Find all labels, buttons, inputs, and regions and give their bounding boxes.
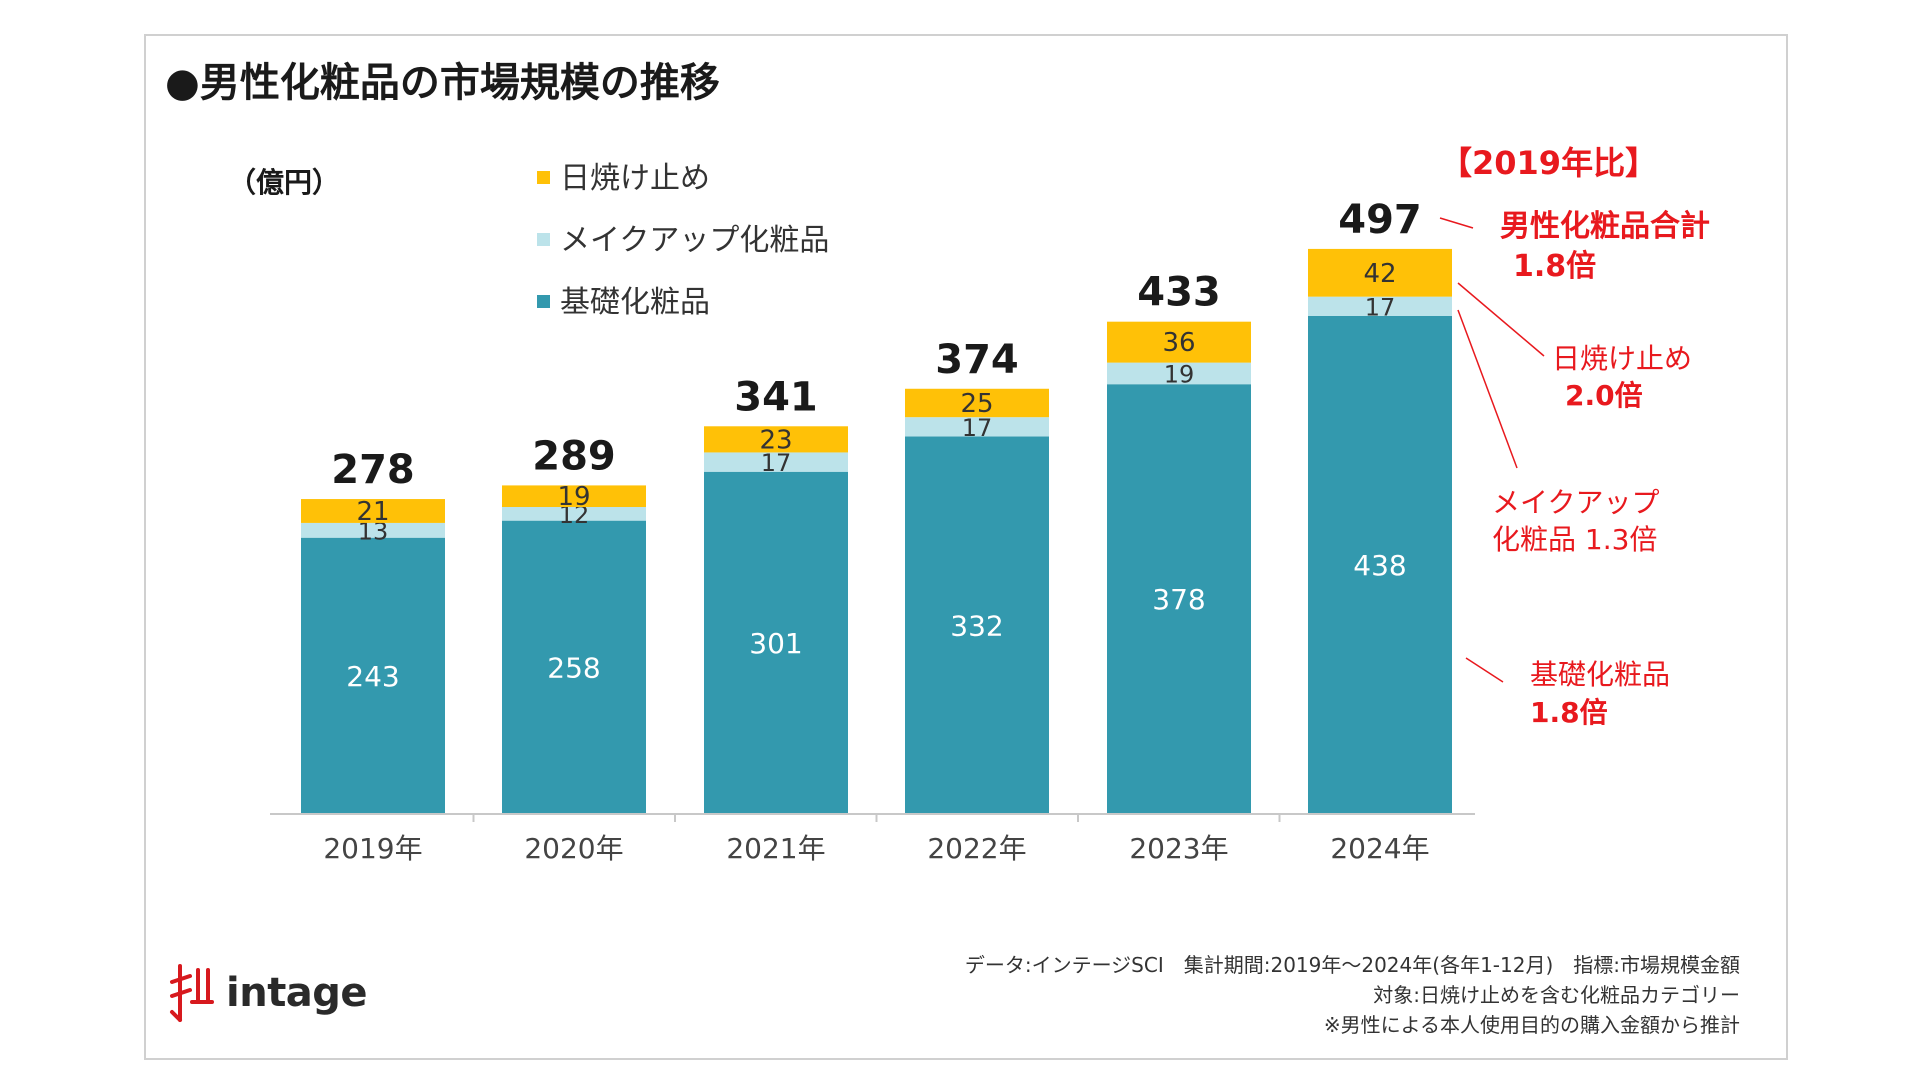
bar-total-label: 497 <box>1338 197 1422 243</box>
legend-label-skincare: 基礎化粧品 <box>560 285 710 320</box>
leader-line-sunscreen <box>1457 282 1545 357</box>
x-ticks: 2019年 2020年 2021年 2022年 2023年 2024年 <box>323 814 1430 865</box>
bar-total-label: 433 <box>1137 270 1221 316</box>
x-tick-label: 2023年 <box>1129 832 1228 865</box>
bar-value-label-skincare: 438 <box>1353 549 1406 582</box>
bar-segment-makeup <box>502 507 646 521</box>
bar-segment-skincare <box>704 471 848 814</box>
bar-value-label-sunscreen: 21 <box>356 497 389 527</box>
bar-segment-makeup <box>1107 362 1251 385</box>
bar-value-label-sunscreen: 19 <box>557 482 590 512</box>
source-notes: データ:インテージSCI 集計期間:2019年～2024年(各年1-12月) 指… <box>965 950 1740 1040</box>
unit-label: （億円） <box>228 166 340 199</box>
bar-value-label-makeup: 17 <box>1365 293 1396 321</box>
x-tick-label: 2021年 <box>726 832 825 865</box>
bar-segment-skincare <box>502 520 646 814</box>
bar-total-label: 374 <box>935 337 1019 383</box>
bar-segment-sunscreen <box>1107 321 1251 363</box>
source-note-line: 対象:日焼け止めを含む化粧品カテゴリー <box>1373 983 1740 1007</box>
annotation-makeup-value: 化粧品 1.3倍 <box>1492 523 1657 556</box>
legend-swatch-makeup <box>537 233 550 246</box>
bar-segment-sunscreen <box>1308 248 1452 297</box>
x-tick-label: 2020年 <box>524 832 623 865</box>
x-tick-label: 2024年 <box>1330 832 1429 865</box>
bar-segment-skincare <box>905 436 1049 814</box>
source-note-line: データ:インテージSCI 集計期間:2019年～2024年(各年1-12月) 指… <box>964 953 1740 977</box>
legend-swatch-skincare <box>537 295 550 308</box>
annotation-makeup-label: メイクアップ <box>1492 486 1659 519</box>
bar-value-label-skincare: 332 <box>950 609 1003 642</box>
bar-total-label: 341 <box>734 374 818 420</box>
legend-label-makeup: メイクアップ化粧品 <box>560 223 829 258</box>
bar-segment-makeup <box>905 417 1049 437</box>
source-note-line: ※男性による本人使用目的の購入金額から推計 <box>1323 1013 1740 1037</box>
annotation-skincare-label: 基礎化粧品 <box>1530 658 1670 691</box>
chart-title: ●男性化粧品の市場規模の推移 <box>165 60 720 106</box>
annotation-skincare-value: 1.8倍 <box>1530 696 1608 729</box>
intage-logo-mark-icon <box>170 964 214 1022</box>
bar-value-label-makeup: 17 <box>962 414 993 442</box>
bar-segment-makeup <box>704 452 848 472</box>
bar-segment-skincare <box>301 537 445 814</box>
annotations: 【2019年比】 男性化粧品合計 1.8倍 日焼け止め 2.0倍 メイクアップ … <box>1439 144 1710 729</box>
bars-group: 2431321278258121928930117233413321725374… <box>301 197 1452 814</box>
intage-logo: intage <box>168 962 368 1024</box>
leader-line-makeup <box>1457 309 1518 469</box>
bar-value-label-makeup: 17 <box>761 449 792 477</box>
bar-segment-sunscreen <box>502 485 646 508</box>
bar-segment-sunscreen <box>704 426 848 453</box>
bar-value-label-skincare: 378 <box>1152 583 1205 616</box>
annotation-sunscreen-value: 2.0倍 <box>1565 379 1643 412</box>
intage-logo-text: intage <box>226 970 368 1016</box>
leader-line-total <box>1439 217 1474 229</box>
legend: 日焼け止め メイクアップ化粧品 基礎化粧品 <box>537 161 829 320</box>
bar-value-label-sunscreen: 23 <box>759 425 792 455</box>
legend-swatch-sunscreen <box>537 171 550 184</box>
bar-value-label-skincare: 301 <box>749 627 802 660</box>
bar-segment-skincare <box>1308 315 1452 814</box>
bar-segment-makeup <box>301 522 445 538</box>
bar-value-label-makeup: 19 <box>1164 360 1195 388</box>
bar-segment-sunscreen <box>905 388 1049 418</box>
x-tick-label: 2019年 <box>323 832 422 865</box>
bar-segment-skincare <box>1107 384 1251 814</box>
leader-line-skincare <box>1465 657 1504 683</box>
bar-segment-makeup <box>1308 296 1452 316</box>
bar-total-label: 278 <box>331 447 415 493</box>
bar-value-label-sunscreen: 42 <box>1363 259 1396 289</box>
legend-label-sunscreen: 日焼け止め <box>560 161 710 196</box>
annotation-total-label: 男性化粧品合計 <box>1500 209 1710 244</box>
x-tick-label: 2022年 <box>927 832 1026 865</box>
bar-value-label-sunscreen: 25 <box>960 389 993 419</box>
annotation-header: 【2019年比】 <box>1440 144 1657 182</box>
bar-value-label-skincare: 258 <box>547 651 600 684</box>
bar-segment-sunscreen <box>301 499 445 523</box>
bar-total-label: 289 <box>532 433 616 479</box>
annotation-sunscreen-label: 日焼け止め <box>1552 342 1692 375</box>
bar-value-label-skincare: 243 <box>346 660 399 693</box>
annotation-total-value: 1.8倍 <box>1513 249 1596 284</box>
bar-value-label-sunscreen: 36 <box>1162 328 1195 358</box>
